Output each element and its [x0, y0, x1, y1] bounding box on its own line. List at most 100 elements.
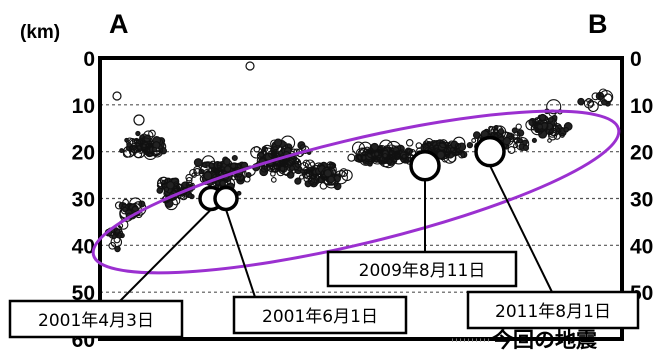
- hypocenter-dot: [539, 113, 547, 121]
- hypocenter-dot: [516, 129, 525, 137]
- hypocenter-dot: [135, 130, 141, 137]
- hypocenter-dot: [271, 146, 279, 154]
- hypocenter-dot: [586, 97, 592, 103]
- hypocenter-dot: [134, 150, 143, 159]
- event-date-label: 2001年4月3日: [38, 311, 154, 331]
- event-leader-line: [119, 208, 212, 302]
- hypocenter-dot: [471, 138, 477, 143]
- hypocenter-dot: [203, 171, 213, 181]
- event-label-box: [326, 250, 518, 288]
- hypocenter-dot: [522, 139, 528, 146]
- hypocenter-dot: [376, 146, 383, 153]
- hypocenter-dot: [185, 173, 193, 182]
- hypocenter-dot: [270, 170, 276, 177]
- current-quake-label: 今回の地震: [492, 328, 598, 352]
- hypocenter-dot: [231, 154, 238, 162]
- hypocenter-dot: [367, 147, 374, 154]
- hypocenter-dot: [263, 164, 271, 172]
- hypocenter-dot: [553, 132, 561, 140]
- section-start-label: A: [109, 9, 129, 39]
- hypocenter-dot: [353, 154, 362, 163]
- hypocenter-scatter: [104, 61, 614, 253]
- hypocenter-dot: [133, 114, 145, 126]
- y-tick-right: 30: [630, 189, 653, 212]
- hypocenter-dot: [382, 152, 388, 159]
- hypocenter-dot: [513, 131, 521, 139]
- y-tick-left: 50: [72, 282, 95, 305]
- depth-gridlines: [100, 104, 622, 293]
- hypocenter-dot: [279, 165, 286, 172]
- hypocenter-dot: [230, 162, 239, 171]
- plot-frame: [98, 56, 624, 341]
- hypocenter-dot: [294, 177, 302, 185]
- hypocenter-dot: [215, 167, 222, 174]
- hypocenter-dot: [166, 181, 175, 190]
- hypocenter-dot: [492, 129, 499, 136]
- event-leader-line: [225, 209, 256, 298]
- hypocenter-dot: [310, 174, 320, 184]
- hypocenter-dot: [131, 205, 139, 213]
- hypocenter-dot: [536, 123, 544, 130]
- event-date-label: 2009年8月11日: [359, 261, 486, 281]
- hypocenter-dot: [327, 175, 335, 184]
- hypocenter-dot: [458, 151, 466, 159]
- hypocenter-dot: [598, 88, 608, 98]
- hypocenter-dot: [577, 97, 585, 106]
- hypocenter-dot: [591, 92, 600, 101]
- hypocenter-dot: [328, 161, 336, 169]
- event-leader-lines: [119, 165, 553, 302]
- hypocenter-dot: [424, 137, 434, 147]
- y-tick-left: 0: [83, 48, 95, 71]
- hypocenter-dot: [531, 137, 537, 143]
- hypocenter-dot: [160, 182, 166, 188]
- hypocenter-dot: [236, 173, 245, 182]
- highlighted-events: [198, 135, 506, 212]
- hypocenter-dot: [563, 127, 569, 133]
- hypocenter-dot: [466, 141, 474, 149]
- y-tick-right: 40: [630, 235, 653, 258]
- hypocenter-dot: [287, 158, 296, 167]
- hypocenter-dot: [119, 148, 125, 154]
- hypocenter-dot: [145, 142, 152, 149]
- hypocenter-dot: [389, 153, 396, 161]
- hypocenter-dot: [126, 142, 132, 148]
- section-end-label: B: [588, 9, 608, 39]
- hypocenter-dot: [217, 161, 223, 167]
- hypocenter-dot: [129, 144, 139, 154]
- hypocenter-dot: [339, 168, 349, 178]
- hypocenter-dot: [366, 149, 376, 159]
- event-label-box: [8, 299, 184, 339]
- hypocenter-dot: [515, 123, 522, 130]
- hypocenter-dot: [219, 180, 226, 187]
- hypocenter-dot: [108, 241, 117, 250]
- hypocenter-dot: [319, 181, 328, 190]
- hypocenter-dot: [299, 174, 305, 180]
- hypocenter-dot: [124, 137, 129, 143]
- depth-unit-label: (km): [20, 22, 60, 43]
- hypocenter-dot: [436, 150, 446, 160]
- hypocenter-dot: [309, 161, 316, 167]
- hypocenter-dot: [421, 143, 427, 148]
- event-leader-line: [489, 165, 553, 293]
- hypocenter-dot: [176, 183, 184, 192]
- event-date-label: 2011年8月1日: [495, 302, 611, 322]
- hypocenter-dot: [141, 143, 147, 149]
- hypocenter-dot: [193, 158, 203, 167]
- hypocenter-dot: [502, 136, 512, 146]
- hypocenter-dot: [347, 153, 356, 162]
- hypocenter-dot: [522, 144, 530, 152]
- hypocenter-dot: [163, 186, 170, 193]
- hypocenter-dot: [547, 117, 554, 123]
- y-tick-right: 0: [630, 48, 642, 71]
- event-label-box: [232, 295, 408, 335]
- y-tick-right: 20: [630, 142, 653, 165]
- hypocenter-dot: [256, 152, 265, 160]
- hypocenter-dot: [525, 119, 537, 131]
- hypocenter-dot: [223, 157, 231, 166]
- highlighted-event-marker: [409, 149, 441, 182]
- hypocenter-dot: [513, 143, 519, 149]
- hypocenter-dot: [546, 99, 562, 115]
- hypocenter-dot: [114, 245, 121, 253]
